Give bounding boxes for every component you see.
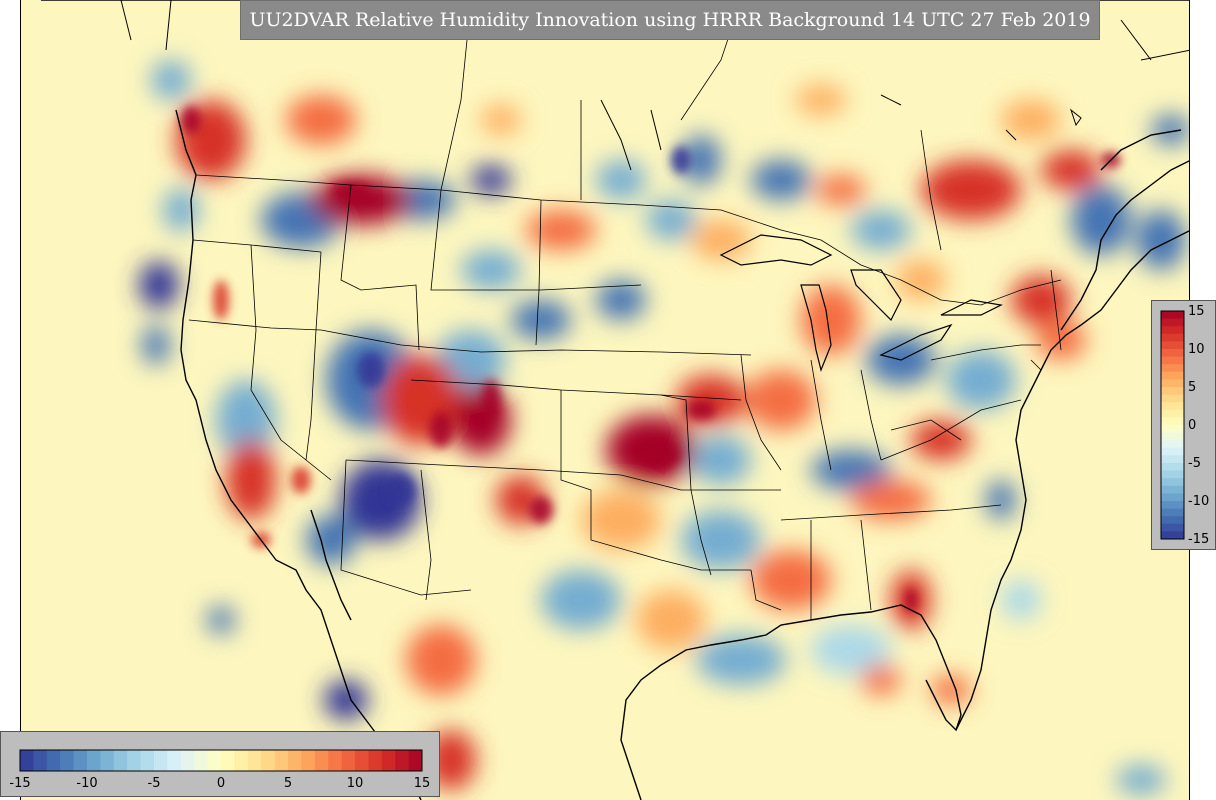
- colorbar-cell: [180, 750, 195, 771]
- colorbar-cell: [1161, 440, 1184, 449]
- vtick-label: -15: [1188, 532, 1209, 547]
- colorbar-cell: [328, 750, 343, 771]
- colorbar-cell: [1161, 318, 1184, 327]
- northern-lakes: [120, 0, 1189, 171]
- colorbar-cell: [247, 750, 262, 771]
- colorbar-cell: [207, 750, 222, 771]
- colorbar-cell: [221, 750, 235, 771]
- colorbar-cell: [368, 750, 383, 771]
- colorbar-cell: [100, 750, 115, 771]
- colorbar-cell: [154, 750, 168, 771]
- colorbar-vertical-svg: 15 10 5 0 -5 -10 -15: [1160, 304, 1209, 547]
- colorbar-cell: [1161, 493, 1184, 502]
- innovation-field: [139, 60, 1189, 795]
- colorbar-cell: [1161, 417, 1184, 426]
- colorbar-cell: [1161, 478, 1184, 487]
- colorbar-horizontal: -15 -10 -5 0 5 10 15: [0, 731, 440, 797]
- colorbar-cell: [301, 750, 316, 771]
- colorbar-cell: [1161, 463, 1184, 472]
- colorbar-cell: [113, 750, 128, 771]
- vtick-label: -10: [1188, 494, 1209, 509]
- title-box: UU2DVAR Relative Humidity Innovation usi…: [240, 0, 1100, 40]
- colorbar-cell: [1161, 470, 1184, 479]
- colorbar-cell: [1161, 394, 1184, 403]
- colorbar-cell: [408, 750, 423, 771]
- colorbar-cell: [140, 750, 155, 771]
- vtick-label: 5: [1188, 380, 1196, 395]
- htick-label: 0: [217, 776, 225, 791]
- htick-label: -15: [9, 776, 30, 791]
- colorbar-cell: [1161, 447, 1184, 456]
- htick-label: -10: [76, 776, 97, 791]
- colorbar-cell: [87, 750, 101, 771]
- colorbar-cell: [127, 750, 142, 771]
- colorbar-cell: [1161, 356, 1184, 365]
- colorbar-cell: [46, 750, 61, 771]
- colorbar-cell: [1161, 516, 1184, 525]
- vtick-label: 0: [1188, 418, 1196, 433]
- colorbar-cell: [1161, 387, 1184, 396]
- colorbar-cell: [1161, 432, 1184, 441]
- vtick-label: 15: [1188, 304, 1205, 319]
- colorbar-cell: [1161, 508, 1184, 517]
- htick-label: 10: [347, 776, 364, 791]
- colorbar-cell: [1161, 523, 1184, 532]
- innovation-detail: [181, 106, 1121, 612]
- colorbar-cell: [1161, 379, 1184, 388]
- colorbar-cell: [288, 750, 302, 771]
- colorbar-cell: [1161, 409, 1184, 418]
- colorbar-cell: [20, 750, 34, 771]
- great-lakes: [719, 234, 1003, 372]
- colorbar-cell: [1161, 364, 1184, 373]
- colorbar-cell: [1161, 501, 1184, 510]
- vtick-label: 10: [1188, 342, 1205, 357]
- colorbar-cell: [1161, 341, 1184, 350]
- colorbar-horizontal-svg: -15 -10 -5 0 5 10 15: [9, 749, 431, 791]
- colorbar-cell: [33, 750, 48, 771]
- colorbar-cell: [355, 750, 369, 771]
- htick-label: -5: [148, 776, 161, 791]
- colorbar-cell: [194, 750, 209, 771]
- colorbar-cell: [234, 750, 249, 771]
- colorbar-cell: [1161, 326, 1184, 335]
- political-boundaries: [188, 0, 1062, 620]
- innovation-map: [21, 0, 1189, 800]
- colorbar-cell: [60, 750, 75, 771]
- colorbar-cell: [1161, 425, 1184, 434]
- colorbar-cell: [395, 750, 410, 771]
- colorbar-cell: [1161, 531, 1184, 540]
- colorbar-vertical-frame: [1160, 310, 1185, 540]
- colorbar-vertical: 15 10 5 0 -5 -10 -15: [1151, 300, 1216, 550]
- htick-label: 5: [284, 776, 292, 791]
- colorbar-cell: [1161, 455, 1184, 464]
- colorbar-cell: [73, 750, 88, 771]
- colorbar-cell: [1161, 371, 1184, 380]
- colorbar-cell: [1161, 485, 1184, 494]
- colorbar-cell: [1161, 311, 1184, 320]
- colorbar-vertical-cells: [1161, 311, 1184, 540]
- colorbar-cell: [1161, 349, 1184, 358]
- colorbar-cell: [274, 750, 289, 771]
- coastlines: [41, 0, 1189, 800]
- colorbar-cell: [1161, 402, 1184, 411]
- colorbar-cell: [261, 750, 276, 771]
- map-title: UU2DVAR Relative Humidity Innovation usi…: [249, 9, 1091, 31]
- colorbar-cell: [381, 750, 396, 771]
- vtick-label: -5: [1188, 456, 1201, 471]
- colorbar-cell: [1161, 333, 1184, 342]
- htick-label: 15: [414, 776, 431, 791]
- colorbar-horizontal-frame: [19, 749, 423, 772]
- map-frame: [20, 0, 1190, 800]
- colorbar-horizontal-cells: [20, 750, 423, 771]
- colorbar-cell: [314, 750, 329, 771]
- colorbar-cell: [167, 750, 182, 771]
- colorbar-cell: [341, 750, 356, 771]
